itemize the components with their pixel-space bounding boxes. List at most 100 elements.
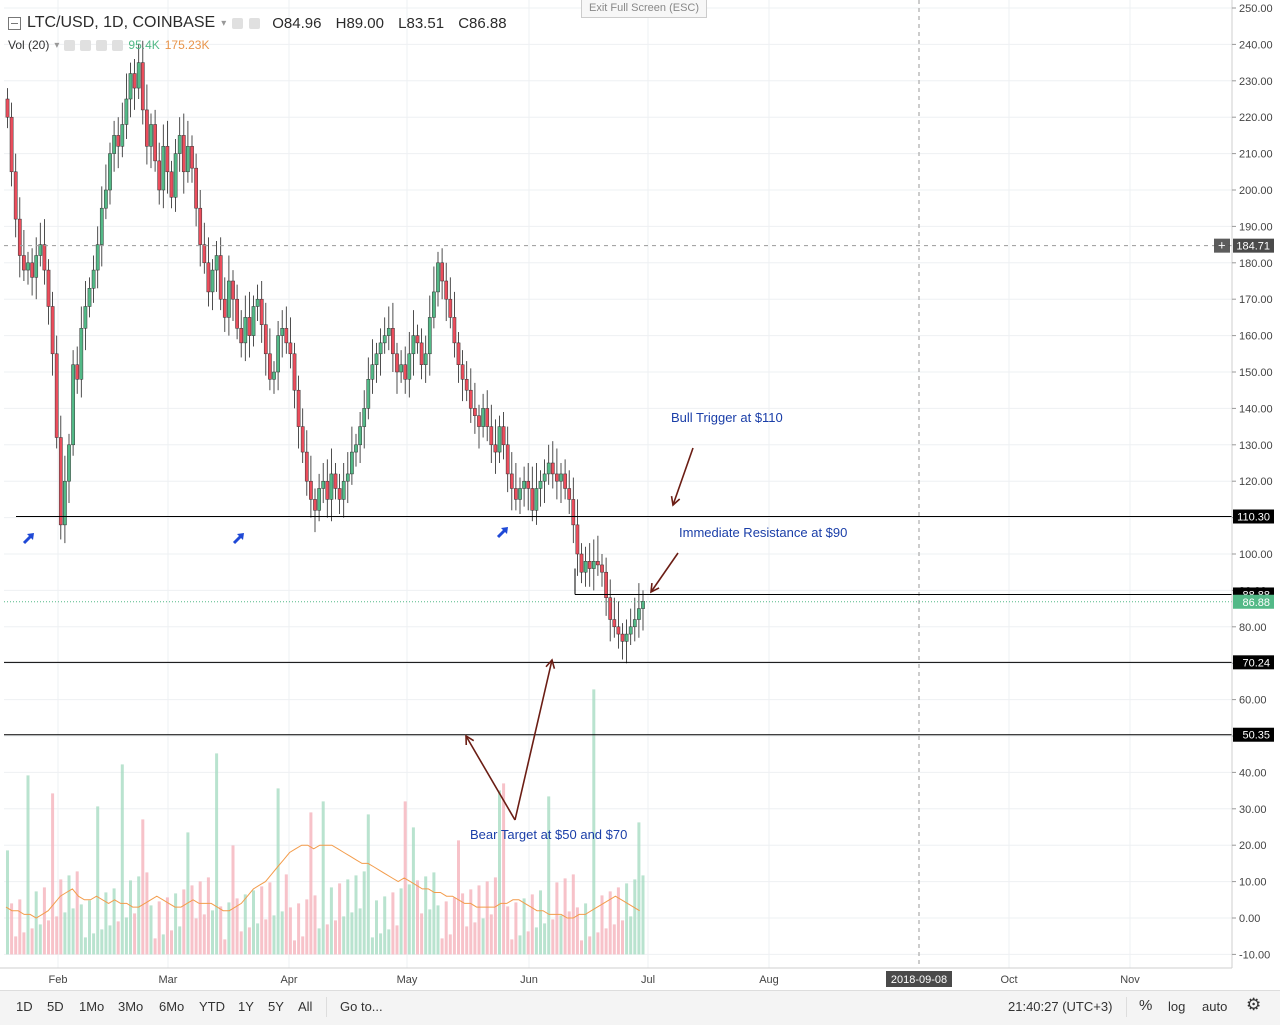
volume-bar: [243, 894, 247, 955]
volume-bar: [547, 796, 551, 955]
volume-bar: [465, 926, 469, 955]
candle-down: [165, 146, 170, 173]
volume-bar: [219, 906, 223, 955]
candle-up: [427, 317, 432, 355]
volume-bar: [284, 874, 288, 955]
volume-bar: [321, 801, 325, 955]
price-marker-bg: [1233, 509, 1274, 524]
tf-ytd[interactable]: YTD: [199, 999, 225, 1014]
volume-bar: [522, 898, 526, 955]
price-tick-label: 80.00: [1239, 622, 1267, 634]
candle-down: [22, 255, 26, 271]
time-tick-label: Apr: [280, 974, 297, 986]
settings-icon[interactable]: [232, 17, 244, 29]
exit-fullscreen-button[interactable]: Exit Full Screen (ESC): [581, 0, 707, 18]
candle-down: [5, 98, 10, 118]
volume-bar: [436, 905, 440, 955]
candle-down: [239, 328, 244, 344]
volume-bar: [588, 936, 592, 955]
gear-icon[interactable]: ⚙: [1246, 995, 1262, 1014]
candle-up: [386, 328, 391, 336]
crosshair-plus-box[interactable]: [1214, 238, 1230, 253]
candle-up: [63, 480, 67, 526]
candle-down: [30, 262, 34, 278]
candle-down: [604, 571, 608, 598]
tf-3mo[interactable]: 3Mo: [118, 999, 144, 1014]
percent-toggle[interactable]: %: [1139, 997, 1153, 1014]
volume-bar: [399, 888, 403, 955]
price-tick-label: 120.00: [1239, 476, 1273, 488]
eye-icon[interactable]: [249, 17, 261, 29]
candle-up: [559, 473, 563, 482]
volume-bar: [325, 924, 329, 955]
settings-icon[interactable]: [80, 39, 92, 51]
goto-button[interactable]: Go to...: [340, 999, 383, 1014]
volume-bar: [206, 877, 210, 955]
candle-up: [399, 364, 403, 373]
volume-bar: [260, 886, 264, 955]
volume-bar: [514, 902, 518, 955]
candle-up: [423, 353, 428, 365]
candle-up: [591, 561, 596, 569]
volume-bar: [133, 913, 137, 955]
candle-up: [177, 135, 182, 154]
candle-down: [235, 298, 239, 329]
volume-bar: [63, 912, 67, 955]
crosshair-date-label: 2018-09-08: [891, 974, 947, 986]
bull-arrow: [672, 447, 694, 506]
collapse-icon[interactable]: [8, 16, 21, 30]
volume-bar: [530, 894, 534, 955]
tf-6mo[interactable]: 6Mo: [159, 999, 185, 1014]
candle-down: [616, 626, 621, 635]
tf-1mo[interactable]: 1Mo: [79, 999, 105, 1014]
divider: [1126, 997, 1127, 1017]
candle-down: [333, 473, 338, 489]
tf-5y[interactable]: 5Y: [268, 999, 284, 1014]
volume-bar: [407, 884, 411, 955]
tf-1d[interactable]: 1D: [16, 999, 33, 1014]
bear-arrow-70-head: [545, 658, 556, 669]
volume-bar: [215, 753, 219, 955]
volume-bar: [272, 915, 276, 955]
candle-down: [325, 480, 330, 500]
tf-1y[interactable]: 1Y: [238, 999, 254, 1014]
candle-down: [198, 207, 203, 245]
candle-up: [276, 335, 280, 373]
candle-up: [227, 280, 231, 318]
volume-bar: [202, 914, 206, 955]
volume-bar: [67, 875, 71, 955]
symbol-title[interactable]: LTC/USD, 1D, COINBASE: [27, 14, 216, 31]
volume-label[interactable]: Vol (20): [8, 38, 50, 52]
volume-bar: [375, 900, 378, 955]
volume-bar: [190, 885, 194, 955]
tf-5d[interactable]: 5D: [47, 999, 64, 1014]
volume-bar: [452, 897, 456, 955]
volume-bar: [42, 887, 46, 955]
auto-toggle[interactable]: auto: [1202, 999, 1228, 1014]
eye-icon[interactable]: [64, 39, 76, 51]
candle-up: [83, 306, 88, 329]
candle-down: [194, 167, 198, 209]
volume-bar: [625, 883, 629, 955]
caret-down-icon[interactable]: ▾: [54, 39, 60, 51]
close-icon[interactable]: [112, 39, 124, 51]
caret-down-icon[interactable]: ▾: [221, 17, 227, 29]
tf-all[interactable]: All: [298, 999, 313, 1014]
resistance-arrow: [650, 552, 679, 593]
log-toggle[interactable]: log: [1168, 999, 1186, 1014]
plus-icon[interactable]: [96, 39, 108, 51]
volume-bar: [83, 937, 87, 955]
volume-bar: [444, 901, 448, 955]
volume-bar: [293, 940, 296, 955]
candle-up: [124, 98, 129, 125]
volume-bar: [534, 927, 538, 955]
candle-down: [292, 353, 297, 391]
candle-up: [637, 608, 641, 620]
volume-bar: [124, 917, 128, 955]
volume-bar: [571, 874, 575, 955]
price-marker-label: 110.30: [1237, 512, 1270, 524]
price-tick-label: -10.00: [1239, 949, 1270, 961]
volume-bar: [461, 893, 465, 955]
volume-bar: [116, 921, 120, 955]
